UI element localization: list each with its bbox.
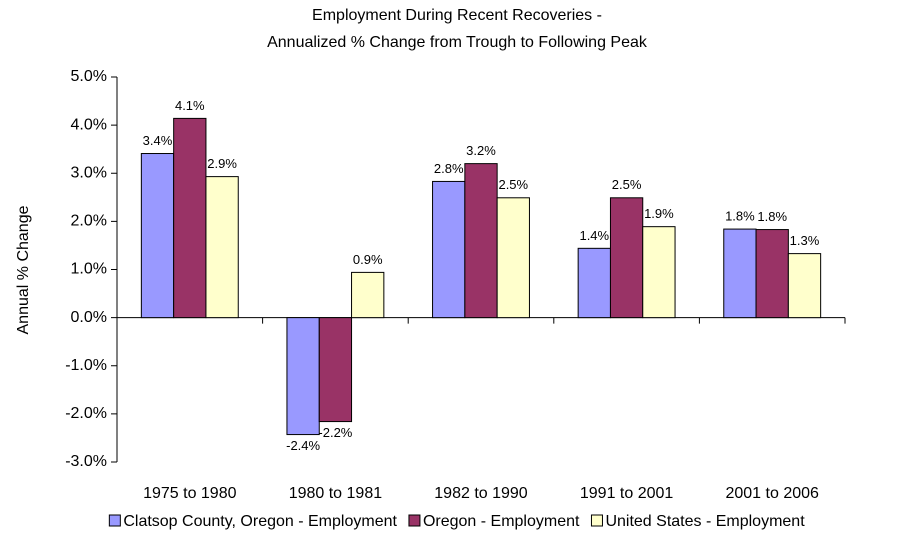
y-tick-label: 2.0%	[71, 213, 107, 230]
legend-swatch	[408, 514, 421, 527]
bar	[432, 180, 466, 319]
data-label: 1.4%	[579, 228, 609, 243]
data-label: 3.4%	[143, 133, 173, 148]
bar	[577, 247, 611, 319]
legend-swatch	[590, 514, 603, 527]
y-tick-label: 0.0%	[71, 309, 107, 326]
bar	[642, 226, 676, 319]
y-tick-label: 5.0%	[71, 68, 107, 85]
x-tick-label: 1982 to 1990	[434, 485, 528, 502]
legend-label: United States - Employment	[605, 513, 805, 530]
legend-swatch	[108, 514, 121, 527]
x-tick-label: 1991 to 2001	[580, 485, 674, 502]
data-label: -2.2%	[318, 425, 352, 440]
data-label: 1.8%	[757, 209, 787, 224]
bar	[205, 176, 239, 319]
bar	[609, 197, 644, 319]
legend-label: Oregon - Employment	[423, 513, 580, 530]
bar	[755, 229, 789, 319]
bar	[286, 317, 320, 436]
x-tick-label: 1980 to 1981	[289, 485, 383, 502]
data-label: 2.5%	[612, 177, 642, 192]
data-label: 3.2%	[466, 143, 496, 158]
bar	[464, 163, 498, 319]
x-tick-label: 1975 to 1980	[143, 485, 237, 502]
data-label: 2.5%	[498, 177, 528, 192]
bar	[723, 228, 757, 319]
bar	[140, 153, 175, 319]
data-label: 1.8%	[725, 209, 755, 224]
y-tick-label: -3.0%	[65, 453, 107, 470]
data-label: 1.3%	[790, 233, 820, 248]
data-label: 1.9%	[644, 206, 674, 221]
data-label: 0.9%	[353, 252, 383, 267]
y-axis-label: Annual % Change	[15, 205, 32, 334]
bar	[496, 197, 530, 319]
bar	[173, 117, 207, 319]
legend-label: Clatsop County, Oregon - Employment	[123, 513, 397, 530]
bar	[787, 253, 822, 319]
data-label: 4.1%	[175, 98, 205, 113]
y-tick-label: -1.0%	[65, 357, 107, 374]
data-label: 2.9%	[207, 156, 237, 171]
data-label: -2.4%	[286, 438, 320, 453]
x-tick-label: 2001 to 2006	[725, 485, 819, 502]
y-tick-label: -2.0%	[65, 405, 107, 422]
y-tick-label: 1.0%	[71, 261, 107, 278]
chart-title: Employment During Recent Recoveries -	[312, 7, 602, 24]
data-label: 2.8%	[434, 161, 464, 176]
y-tick-label: 4.0%	[71, 116, 107, 133]
bar	[351, 271, 385, 319]
y-tick-label: 3.0%	[71, 164, 107, 181]
chart-title: Annualized % Change from Trough to Follo…	[267, 34, 648, 51]
bar	[318, 317, 353, 423]
